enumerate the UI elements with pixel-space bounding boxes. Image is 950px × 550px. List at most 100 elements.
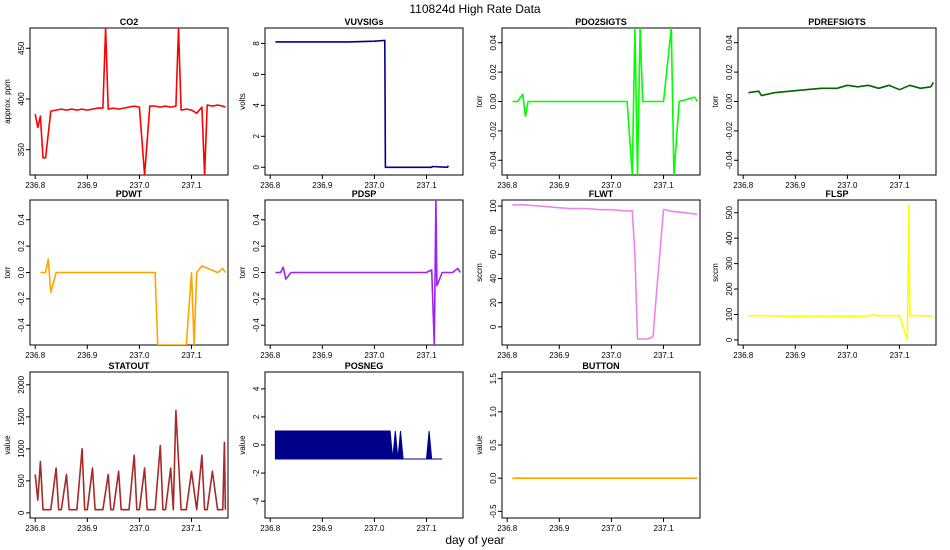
button-ytick-label-1: 0.0: [489, 472, 498, 484]
co2-ylabel: approx. ppm: [3, 79, 12, 124]
posneg-xtick-label-3: 237.1: [417, 524, 438, 533]
pdwt-series-0: [40, 258, 227, 345]
pdrefsigts-ytick-label-3: 0.02: [725, 64, 734, 80]
pdwt-title: PDWT: [116, 189, 143, 199]
flwt-ytick-label-2: 40: [489, 274, 498, 283]
vuvsigs-ytick-label-0: 0: [252, 164, 261, 169]
pdwt-xtick-label-1: 236.9: [77, 351, 98, 360]
statout-frame: [29, 371, 229, 519]
pdsp-ytick-label-1: -0.2: [252, 291, 261, 305]
pdrefsigts-ytick-label-2: 0.00: [725, 93, 734, 109]
flsp-xtick-label-1: 236.9: [785, 351, 806, 360]
flwt-ytick-label-5: 100: [489, 199, 498, 213]
pdwt-ytick-label-3: 0.2: [17, 240, 26, 252]
co2-series-0: [34, 28, 226, 175]
vuvsigs-frame: [264, 27, 464, 176]
pdwt-xtick-label-0: 236.8: [25, 351, 46, 360]
pdrefsigts-ytick-label-1: -0.02: [725, 121, 734, 140]
flsp-ytick-label-3: 300: [725, 256, 734, 270]
pdwt-ytick-label-2: 0.0: [17, 266, 26, 278]
pdwt-ytick-label-0: -0.4: [17, 318, 26, 332]
pdsp-xtick-label-1: 236.9: [312, 351, 333, 360]
pdsp-xtick-label-3: 237.1: [417, 351, 438, 360]
pdsp-xtick-label-0: 236.8: [260, 351, 281, 360]
pdo2sigts-title: PDO2SIGTS: [575, 17, 627, 27]
statout-xtick-label-2: 237.0: [129, 524, 150, 533]
statout-xtick-label-1: 236.9: [77, 524, 98, 533]
vuvsigs-ylabel: volts: [238, 93, 247, 109]
vuvsigs-xtick-label-0: 236.8: [260, 181, 281, 190]
statout-ytick-label-1: 500: [17, 474, 26, 488]
pdo2sigts-xtick-label-1: 236.9: [549, 181, 570, 190]
flwt-ytick-label-3: 60: [489, 249, 498, 258]
co2-title: CO2: [120, 17, 139, 27]
pdrefsigts-frame: [737, 27, 937, 176]
co2-ytick-label-2: 450: [17, 41, 26, 55]
flsp-frame: [737, 199, 937, 346]
posneg-ytick-label-3: 2: [252, 414, 261, 419]
flwt-frame: [501, 199, 701, 346]
co2-ytick-label-1: 400: [17, 92, 26, 106]
flsp-ytick-label-0: 0: [725, 337, 734, 342]
button-xtick-label-1: 236.9: [549, 524, 570, 533]
page-title: 110824d High Rate Data: [409, 2, 541, 16]
vuvsigs-ytick-label-4: 8: [252, 41, 261, 46]
statout-ytick-label-3: 1500: [17, 407, 26, 425]
flsp-ytick-label-1: 100: [725, 307, 734, 321]
flwt-xtick-label-0: 236.8: [497, 351, 518, 360]
pdo2sigts-ylabel: torr: [475, 95, 484, 107]
statout-ytick-label-4: 2000: [17, 375, 26, 393]
flsp-series-0: [748, 204, 934, 341]
flsp-ytick-label-4: 400: [725, 231, 734, 245]
co2-frame: [29, 27, 229, 176]
pdwt-ytick-label-4: 0.4: [17, 214, 26, 226]
pdrefsigts-ylabel: torr: [711, 95, 720, 107]
pdo2sigts-ytick-label-3: 0.02: [489, 64, 498, 80]
statout-title: STATOUT: [109, 361, 150, 371]
pdsp-series-0: [275, 200, 462, 345]
pdwt-xtick-label-2: 237.0: [129, 351, 150, 360]
pdrefsigts-series-0: [748, 81, 935, 97]
flsp-ytick-label-2: 200: [725, 282, 734, 296]
pdrefsigts-ytick-label-0: -0.04: [725, 151, 734, 170]
posneg-ytick-label-0: -4: [252, 497, 261, 505]
posneg-xtick-label-2: 237.0: [364, 524, 385, 533]
pdrefsigts-ytick-label-4: 0.04: [725, 34, 734, 50]
button-xtick-label-3: 237.1: [654, 524, 675, 533]
pdsp-ytick-label-4: 0.4: [252, 214, 261, 226]
pdsp-ytick-label-2: 0.0: [252, 266, 261, 278]
button-ytick-label-0: -0.5: [489, 504, 498, 518]
button-frame: [501, 371, 701, 519]
posneg-xtick-label-0: 236.8: [260, 524, 281, 533]
flwt-ytick-label-1: 20: [489, 298, 498, 307]
vuvsigs-xtick-label-1: 236.9: [312, 181, 333, 190]
posneg-series-0: [274, 430, 443, 460]
pdsp-ytick-label-3: 0.2: [252, 240, 261, 252]
posneg-ytick-label-1: -2: [252, 469, 261, 477]
button-ytick-label-3: 1.0: [489, 406, 498, 418]
flwt-ytick-label-4: 80: [489, 225, 498, 234]
vuvsigs-ytick-label-2: 4: [252, 103, 261, 108]
pdo2sigts-ytick-label-0: -0.04: [489, 151, 498, 170]
pdo2sigts-series-0: [512, 28, 699, 175]
vuvsigs-xtick-label-3: 237.1: [417, 181, 438, 190]
pdsp-title: PDSP: [352, 189, 377, 199]
vuvsigs-ytick-label-3: 6: [252, 72, 261, 77]
pdsp-ylabel: torr: [238, 266, 247, 278]
button-ylabel: value: [475, 435, 484, 455]
co2-ytick-label-0: 350: [17, 142, 26, 156]
button-xtick-label-0: 236.8: [497, 524, 518, 533]
statout-xtick-label-3: 237.1: [182, 524, 203, 533]
posneg-xtick-label-1: 236.9: [312, 524, 333, 533]
x-axis-label: day of year: [445, 533, 505, 547]
flwt-title: FLWT: [589, 189, 614, 199]
co2-xtick-label-2: 237.0: [129, 181, 150, 190]
pdo2sigts-ytick-label-4: 0.04: [489, 34, 498, 50]
vuvsigs-ytick-label-1: 2: [252, 134, 261, 139]
pdwt-xtick-label-3: 237.1: [182, 351, 203, 360]
button-ytick-label-2: 0.5: [489, 439, 498, 451]
pdrefsigts-xtick-label-0: 236.8: [733, 181, 754, 190]
pdo2sigts-xtick-label-3: 237.1: [654, 181, 675, 190]
statout-ylabel: value: [3, 435, 12, 455]
